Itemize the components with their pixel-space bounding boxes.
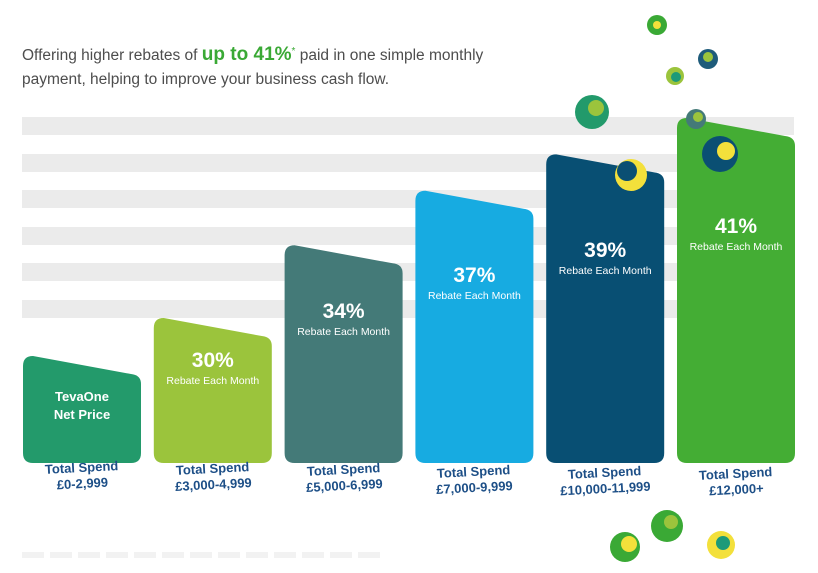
bar-label-line2: Net Price [53, 407, 111, 423]
decorative-bubble-inner [693, 112, 703, 122]
bar-sub-label: Rebate Each Month [558, 265, 652, 278]
bar-5 [546, 154, 665, 463]
bar-label-5: 39% Rebate Each Month [540, 238, 670, 278]
decorative-bubble-inner [671, 72, 681, 82]
decorative-bubble-inner [703, 52, 713, 62]
bar-2 [153, 318, 272, 463]
intro-asterisk: * [291, 46, 296, 57]
bar-label-2: 30% Rebate Each Month [148, 348, 278, 388]
bar-6 [677, 118, 795, 463]
bar-label-6: 41% Rebate Each Month [671, 214, 801, 254]
bar-4 [415, 190, 534, 463]
decorative-bubble-inner [588, 100, 604, 116]
footnote-text [22, 552, 382, 558]
bar-sub-label: Rebate Each Month [297, 326, 390, 339]
bar-label-4: 37% Rebate Each Month [409, 263, 539, 303]
bar-sub-label: Rebate Each Month [689, 240, 783, 253]
decorative-bubble-inner [664, 515, 678, 529]
bar-3 [284, 245, 403, 463]
intro-text-after: paid in one simple monthly payment, help… [22, 47, 484, 89]
intro-text-before: Offering higher rebates of [22, 47, 202, 65]
bar-value-label: 41% [714, 214, 758, 238]
decorative-bubble-inner [653, 21, 661, 29]
bar-sub-label: Rebate Each Month [166, 374, 260, 387]
decorative-bubble-inner [716, 536, 730, 550]
bar-value-label: 30% [191, 348, 234, 372]
bar-value-label: 34% [322, 300, 365, 324]
bar-value-label: 37% [453, 263, 496, 287]
decorative-bubble-inner [717, 142, 735, 160]
intro-text: Offering higher rebates of up to 41%* pa… [22, 40, 492, 92]
decorative-bubble-inner [621, 536, 637, 552]
spend-label-4: Total Spend £7,000-9,999 [404, 460, 545, 499]
bar-label-1: TevaOne Net Price [17, 388, 147, 424]
decorative-bubble-inner [617, 161, 637, 181]
bar-label-line1: TevaOne [55, 389, 109, 405]
bar-value-label: 39% [584, 239, 627, 263]
bar-1 [23, 356, 141, 463]
bar-sub-label: Rebate Each Month [427, 289, 521, 302]
intro-highlight: up to 41% [201, 44, 292, 66]
bar-label-3: 34% Rebate Each Month [279, 299, 409, 339]
